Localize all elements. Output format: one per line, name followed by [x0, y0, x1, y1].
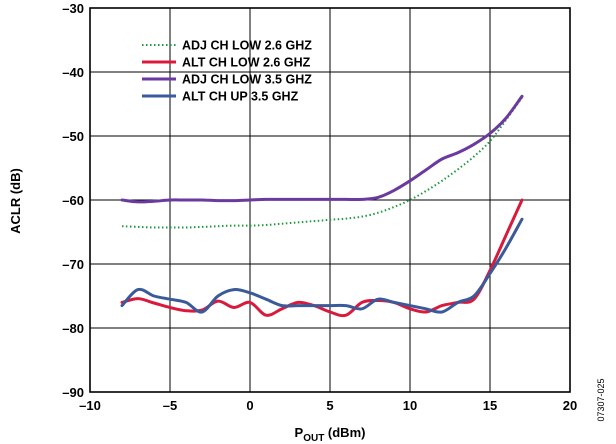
legend-label-1: ADJ CH LOW 2.6 GHZ — [182, 39, 312, 53]
x-axis-label: POUT (dBm) — [295, 425, 366, 444]
x-axis-label-main: P — [295, 425, 304, 440]
y-tick-label: –60 — [62, 193, 84, 208]
legend-label-3: ADJ CH LOW 3.5 GHZ — [182, 73, 312, 87]
y-tick-label: –30 — [62, 1, 84, 16]
x-tick-label: –5 — [163, 398, 177, 413]
figure-id: 07307-025 — [596, 378, 606, 421]
y-tick-label: –90 — [62, 385, 84, 400]
x-tick-label: 5 — [326, 398, 333, 413]
x-tick-label: 15 — [483, 398, 497, 413]
legend-label-4: ALT CH UP 3.5 GHZ — [182, 90, 299, 104]
series-line-3 — [120, 94, 524, 204]
grid — [90, 8, 570, 392]
x-tick-label: 20 — [563, 398, 577, 413]
y-tick-label: –40 — [62, 65, 84, 80]
series-line-2 — [120, 198, 524, 318]
series-line-1 — [121, 97, 523, 229]
y-tick-label: –80 — [62, 321, 84, 336]
x-tick-label: –10 — [79, 398, 101, 413]
y-axis-label: ACLR (dB) — [8, 168, 23, 234]
series-layer — [120, 94, 524, 318]
x-axis-label-sub: OUT — [303, 433, 324, 444]
x-tick-label: 10 — [403, 398, 417, 413]
series-line-4 — [120, 217, 524, 314]
plot-frame — [89, 7, 571, 393]
legend-label-2: ALT CH LOW 2.6 GHZ — [182, 56, 311, 70]
y-tick-label: –70 — [62, 257, 84, 272]
tick-labels: –10 –5 0 5 10 15 20–90–80–70–60–50–40–30 — [62, 1, 577, 413]
legend: ADJ CH LOW 2.6 GHZ ALT CH LOW 2.6 GHZ ADJ … — [142, 39, 312, 104]
x-axis-label-unit: (dBm) — [324, 425, 365, 440]
y-tick-label: –50 — [62, 129, 84, 144]
x-tick-label: 0 — [246, 398, 253, 413]
